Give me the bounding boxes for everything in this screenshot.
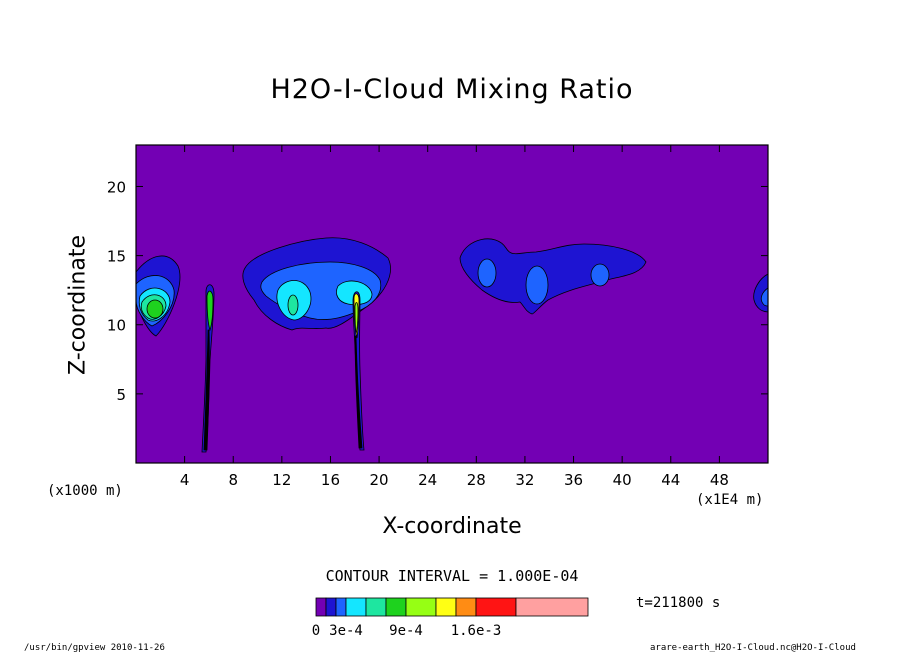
colorbar-swatch: [315, 597, 327, 617]
colorbar-swatch: [325, 597, 337, 617]
x-tick-label: 4: [180, 471, 190, 489]
x-tick-label: 12: [272, 471, 291, 489]
cloud-left-edge-core: [146, 299, 164, 319]
footer-source: arare-earth_H2O-I-Cloud.nc@H2O-I-Cloud: [650, 643, 856, 653]
y-axis: 5 10 15 20: [107, 178, 768, 404]
colorbar-label: 9e-4: [389, 623, 423, 639]
x-tick-label: 24: [418, 471, 437, 489]
colorbar-swatch: [475, 597, 517, 617]
colorbar: 0 3e-4 9e-4 1.6e-3: [312, 597, 589, 639]
column-2-green: [354, 302, 359, 335]
time-label: t=211800 s: [636, 595, 721, 611]
x-axis: 4 8 12 16 20 24 28 32 36 40 44 48: [180, 145, 729, 489]
x-tick-label: 16: [321, 471, 340, 489]
colorbar-swatch: [335, 597, 347, 617]
y-tick-label: 15: [107, 248, 126, 266]
y-tick-label: 20: [107, 178, 126, 196]
colorbar-swatch: [455, 597, 477, 617]
x-tick-label: 32: [515, 471, 534, 489]
contour-interval-label: CONTOUR INTERVAL = 1.000E-04: [325, 567, 579, 585]
cloud-anvil-core: [287, 294, 299, 316]
y-tick-label: 5: [116, 386, 126, 404]
cloud-right-edge-inner: [760, 287, 768, 307]
colorbar-swatch: [345, 597, 367, 617]
colorbar-swatch: [435, 597, 457, 617]
x-unit-note: (x1000 m): [47, 483, 123, 499]
x-tick-label: 20: [370, 471, 389, 489]
x-scale-note: (x1E4 m): [696, 492, 764, 508]
y-tick-label: 10: [107, 317, 126, 335]
colorbar-label: 3e-4: [329, 623, 363, 639]
x-tick-label: 40: [613, 471, 632, 489]
column-1-stalk: [203, 329, 210, 451]
colorbar-swatch: [385, 597, 407, 617]
cloud-upper-inner-a: [477, 258, 497, 288]
y-axis-label: Z-coordinate: [65, 235, 91, 375]
cloud-upper-inner-c: [590, 263, 610, 287]
x-axis-label: X-coordinate: [382, 514, 522, 539]
footer-command: /usr/bin/gpview 2010-11-26: [24, 643, 165, 653]
x-tick-label: 28: [467, 471, 486, 489]
x-tick-label: 8: [228, 471, 238, 489]
colorbar-swatch: [515, 597, 589, 617]
colorbar-label: 0: [312, 623, 320, 639]
cloud-upper-inner-b: [525, 265, 549, 305]
column-2-stalk: [354, 335, 363, 449]
column-1-mid: [206, 290, 214, 332]
colorbar-label: 1.6e-3: [451, 623, 502, 639]
x-tick-label: 36: [564, 471, 583, 489]
x-tick-label: 44: [661, 471, 680, 489]
plot-background: [136, 145, 768, 463]
chart-title: H2O-I-Cloud Mixing Ratio: [270, 74, 634, 105]
colorbar-swatch: [405, 597, 437, 617]
x-tick-label: 48: [710, 471, 729, 489]
plot-frame: [135, 144, 769, 464]
colorbar-swatch: [365, 597, 387, 617]
